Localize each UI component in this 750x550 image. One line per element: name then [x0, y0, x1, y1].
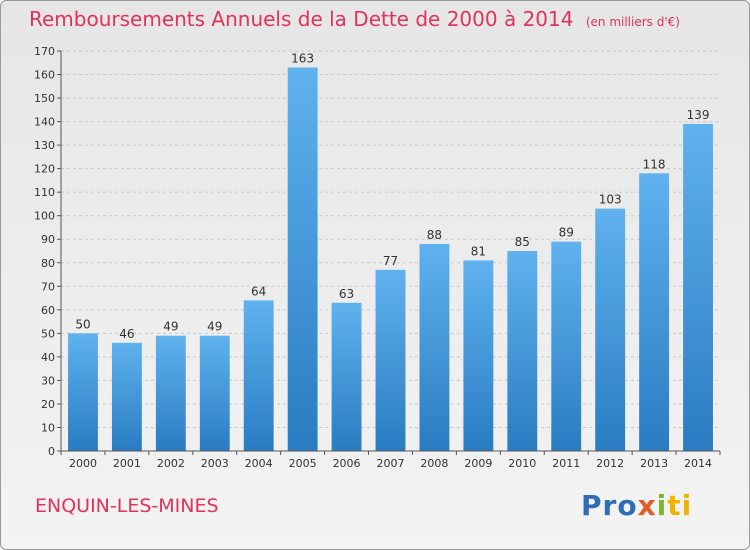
bar-2010 [507, 251, 538, 451]
x-tick-label: 2001 [113, 457, 141, 470]
x-tick-label: 2014 [684, 457, 712, 470]
data-label: 88 [427, 228, 442, 242]
data-label: 85 [515, 235, 530, 249]
x-tick-label: 2007 [377, 457, 405, 470]
data-label: 77 [383, 254, 398, 268]
x-tick-label: 2006 [333, 457, 361, 470]
data-label: 64 [251, 284, 266, 298]
data-label: 49 [207, 320, 222, 334]
bar-2009 [463, 260, 494, 451]
x-axis: 2000 2001 2002 2003 2004 2005 2006 2007 2008 2009… [60, 450, 721, 470]
y-tick-label: 120 [34, 163, 55, 176]
x-tick-label: 2005 [289, 457, 317, 470]
y-tick-label: 60 [41, 304, 55, 317]
chart-subtitle: (en milliers d'€) [585, 15, 680, 29]
x-tick-label: 2004 [245, 457, 273, 470]
x-tick-label: 2012 [596, 457, 624, 470]
y-tick-label: 170 [34, 45, 55, 58]
bar-2001 [111, 342, 142, 451]
y-tick-label: 50 [41, 327, 55, 340]
y-tick-label: 70 [41, 280, 55, 293]
y-tick-label: 130 [34, 139, 55, 152]
y-tick-label: 150 [34, 92, 55, 105]
bar-2012 [595, 208, 626, 451]
y-tick-label: 10 [41, 421, 55, 434]
y-axis: 0 10 20 30 40 50 60 70 80 90 100 110 120 130 140 150 160… [34, 45, 62, 458]
chart-title: Remboursements Annuels de la Dette de 20… [29, 7, 680, 31]
bar-2002 [155, 335, 186, 451]
data-labels: 50 46 49 49 64 163 63 77 88 81 85 89 103 118 139 [75, 51, 709, 340]
x-tick-label: 2000 [69, 457, 97, 470]
y-tick-label: 140 [34, 116, 55, 129]
x-tick-label: 2009 [464, 457, 492, 470]
x-tick-label: 2010 [508, 457, 536, 470]
x-tick-label: 2008 [420, 457, 448, 470]
data-label: 139 [687, 108, 710, 122]
bar-series [68, 67, 713, 452]
bar-2008 [419, 243, 450, 451]
y-tick-label: 30 [41, 374, 55, 387]
data-label: 89 [559, 226, 574, 240]
proxiti-logo: Proxiti [581, 489, 693, 522]
data-label: 50 [75, 317, 90, 331]
y-tick-label: 90 [41, 233, 55, 246]
chart-title-text: Remboursements Annuels de la Dette de 20… [29, 7, 574, 31]
y-tick-label: 80 [41, 257, 55, 270]
bar-2007 [375, 269, 406, 451]
x-tick-label: 2013 [640, 457, 668, 470]
data-label: 118 [643, 157, 666, 171]
x-tick-label: 2002 [157, 457, 185, 470]
y-tick-label: 40 [41, 351, 55, 364]
bar-2013 [639, 173, 670, 451]
bar-2003 [199, 335, 230, 451]
data-label: 163 [291, 51, 314, 65]
data-label: 81 [471, 244, 486, 258]
bar-2006 [331, 302, 362, 451]
y-tick-label: 0 [48, 445, 55, 458]
x-tick-label: 2003 [201, 457, 229, 470]
bar-2011 [551, 241, 582, 451]
bar-2005 [287, 67, 318, 452]
data-label: 49 [163, 320, 178, 334]
bar-2014 [683, 123, 713, 452]
y-tick-label: 20 [41, 398, 55, 411]
bar-2000 [68, 333, 98, 451]
y-tick-label: 100 [34, 210, 55, 223]
commune-name: ENQUIN-LES-MINES [35, 495, 219, 517]
bar-2004 [243, 300, 274, 451]
x-tick-label: 2011 [552, 457, 580, 470]
data-label: 63 [339, 287, 354, 301]
data-label: 46 [119, 327, 134, 341]
y-tick-label: 160 [34, 69, 55, 82]
data-label: 103 [599, 193, 622, 207]
y-tick-label: 110 [34, 186, 55, 199]
